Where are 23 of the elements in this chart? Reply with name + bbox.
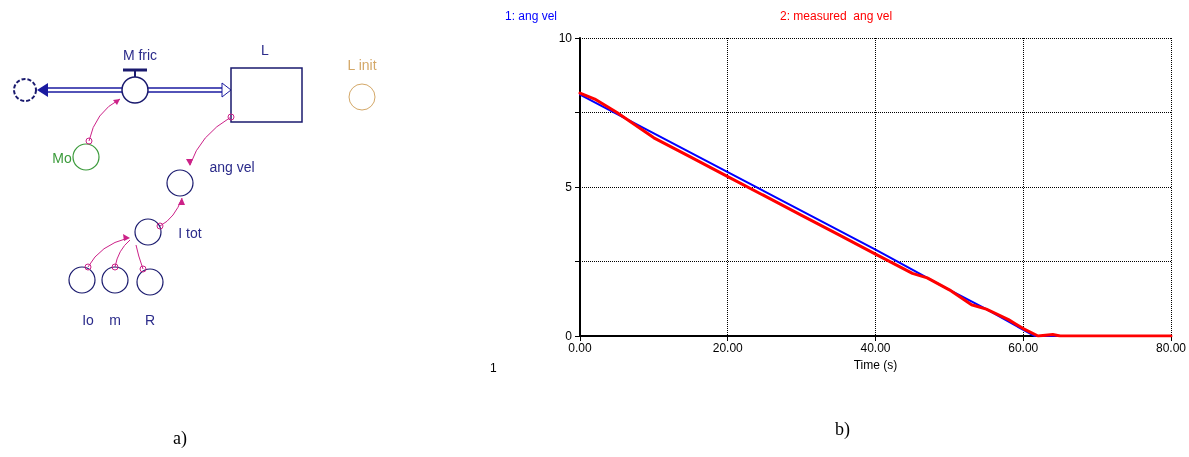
text: Mo xyxy=(52,150,72,166)
text: Io xyxy=(82,312,95,328)
text: a) xyxy=(173,428,187,449)
text: b) xyxy=(835,419,850,440)
text: 1: ang vel xyxy=(505,9,558,23)
x-tick-label: 40.00 xyxy=(860,341,891,355)
text: m xyxy=(109,312,121,328)
x-tick-label: 0.00 xyxy=(568,341,592,355)
text: M fric xyxy=(122,47,158,63)
text: 2: measured ang vel xyxy=(780,9,893,23)
y-tick-label: 0 xyxy=(565,329,573,343)
x-tick-label: 80.00 xyxy=(1155,341,1187,355)
x-tick-label: 60.00 xyxy=(1008,341,1039,355)
x-axis-title: Time (s) xyxy=(853,357,898,372)
text: R xyxy=(144,312,156,328)
text: L init xyxy=(347,57,377,73)
text: I tot xyxy=(178,225,202,241)
y-tick-label: 5 xyxy=(565,180,573,194)
y-tick-label: 10 xyxy=(558,31,573,45)
text: ang vel xyxy=(209,159,255,175)
x-tick-label: 20.00 xyxy=(712,341,744,355)
text: L xyxy=(261,42,270,58)
text: 1 xyxy=(490,361,497,375)
